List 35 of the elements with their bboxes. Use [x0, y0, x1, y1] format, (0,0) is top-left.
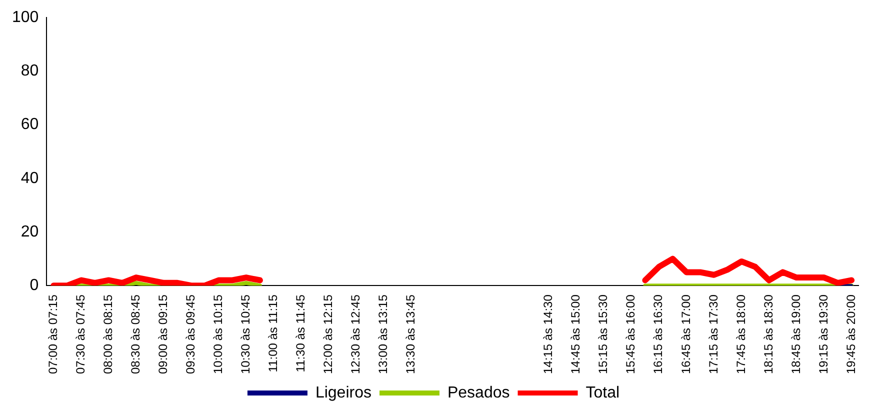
x-tick-label: 08:30 às 08:45: [128, 294, 142, 374]
x-tick-label: 13:30 às 13:45: [404, 294, 418, 374]
y-tick-label: 60: [20, 116, 39, 134]
x-tick-label: 14:45 às 15:00: [568, 294, 583, 374]
x-tick-label: 11:00 às 11:15: [266, 294, 280, 372]
legend-label: Pesados: [447, 384, 510, 402]
x-tick-label: 10:00 às 10:15: [210, 294, 225, 374]
x-tick-label: 15:45 às 16:00: [624, 294, 638, 374]
x-tick-label: 07:30 às 07:45: [73, 294, 88, 374]
x-tick-label: 16:45 às 17:00: [678, 294, 693, 374]
y-tick-label: 80: [20, 62, 39, 80]
y-tick-label: 20: [20, 223, 39, 240]
x-tick-label: 07:00 às 07:15: [46, 294, 60, 374]
x-tick-label: 18:45 às 19:00: [788, 294, 803, 374]
x-tick-label: 19:15 às 19:30: [816, 294, 830, 374]
x-tick-label: 17:45 às 18:00: [734, 294, 748, 374]
x-tick-label: 10:30 às 10:45: [238, 294, 252, 374]
x-tick-label: 08:00 às 08:15: [100, 294, 115, 374]
legend-label: Ligeiros: [315, 384, 372, 402]
x-tick-label: 12:00 às 12:15: [321, 294, 336, 374]
x-tick-label: 12:30 às 12:45: [348, 294, 363, 374]
x-tick-label: 15:15 às 15:30: [596, 294, 610, 374]
legend-label: Total: [586, 384, 620, 402]
x-tick-label: 09:30 às 09:45: [183, 294, 198, 374]
y-tick-label: 40: [20, 170, 39, 187]
x-tick-label: 13:00 às 13:15: [376, 294, 390, 374]
x-tick-label: 16:15 às 16:30: [651, 294, 666, 374]
x-tick-label: 14:15 às 14:30: [541, 294, 556, 374]
y-tick-label: 0: [30, 277, 39, 294]
x-tick-label: 11:30 às 11:45: [294, 294, 308, 372]
y-tick-label: 100: [12, 9, 39, 26]
x-tick-label: 18:15 às 18:30: [761, 294, 776, 374]
x-tick-label: 09:00 às 09:15: [156, 294, 170, 374]
x-tick-label: 17:15 às 17:30: [706, 294, 720, 374]
x-tick-label: 19:45 às 20:00: [844, 294, 858, 374]
